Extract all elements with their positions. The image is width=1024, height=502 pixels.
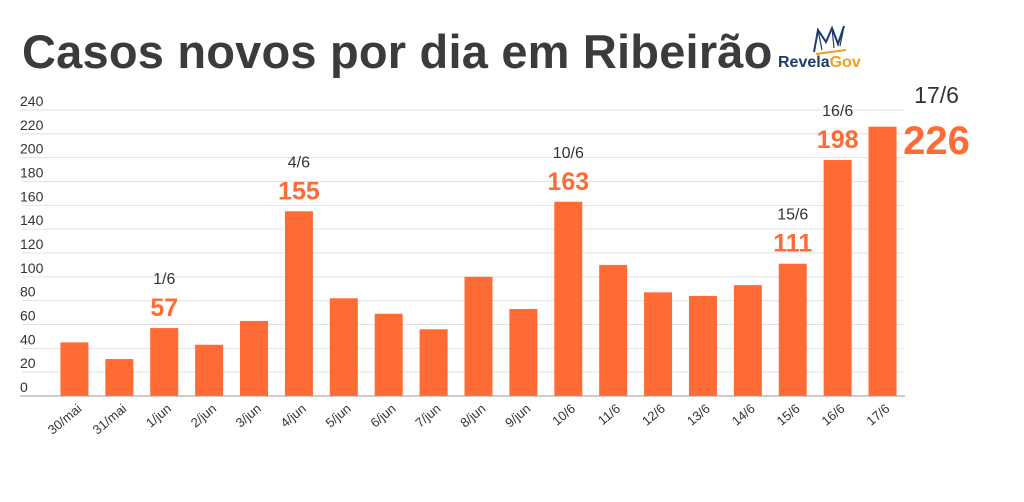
bar	[374, 313, 403, 396]
bar	[554, 201, 583, 396]
x-tick-label: 17/6	[863, 401, 892, 429]
bar	[778, 263, 807, 396]
x-tick-label: 8/jun	[457, 401, 488, 431]
x-tick-label: 16/6	[819, 401, 848, 429]
x-tick-label: 11/6	[595, 401, 623, 428]
bar	[150, 328, 179, 396]
x-tick-label: 5/jun	[322, 401, 353, 431]
x-tick-label: 1/jun	[143, 401, 174, 431]
x-tick-label: 14/6	[729, 401, 758, 429]
annotation-value: 111	[773, 230, 812, 258]
x-tick-label: 7/jun	[412, 401, 443, 431]
bar	[329, 298, 358, 396]
bar	[509, 309, 538, 396]
annotation-date: 15/6	[777, 207, 808, 224]
annotation-value: 163	[547, 168, 589, 196]
x-tick-label: 15/6	[774, 401, 803, 429]
y-tick-label: 240	[20, 93, 44, 109]
logo-icon	[813, 25, 847, 55]
y-tick-label: 40	[20, 331, 36, 347]
bar	[644, 292, 673, 396]
logo-text-part2: Gov	[829, 54, 861, 71]
annotation-value: 226	[903, 119, 970, 163]
logo-text-part1: Revela	[778, 54, 830, 71]
chart-title: Casos novos por dia em Ribeirão	[22, 25, 773, 78]
bar	[240, 320, 269, 396]
x-tick-label: 31/mai	[90, 401, 130, 438]
annotation-value: 198	[817, 126, 859, 154]
revelagov-logo: RevelaGov	[778, 24, 878, 76]
annotation-date: 17/6	[914, 82, 959, 108]
annotation-value: 57	[150, 294, 178, 322]
y-tick-label: 20	[20, 355, 36, 371]
x-tick-label: 4/jun	[278, 401, 309, 431]
bar	[688, 295, 717, 396]
y-tick-label: 160	[20, 188, 44, 204]
y-tick-label: 0	[20, 379, 28, 395]
annotation-date: 4/6	[288, 154, 310, 171]
bar	[419, 329, 448, 396]
x-tick-label: 13/6	[684, 401, 713, 429]
x-axis-ticks: 30/mai 31/mai 1/jun 2/jun 3/jun 4/jun 5/jun 6/j…	[45, 401, 893, 438]
y-tick-label: 140	[20, 212, 44, 228]
x-tick-label: 9/jun	[502, 401, 533, 431]
annotation-date: 10/6	[553, 145, 584, 162]
bar	[60, 342, 89, 396]
y-tick-label: 60	[20, 308, 36, 324]
y-tick-label: 100	[20, 260, 44, 276]
bar	[195, 344, 224, 396]
y-tick-label: 200	[20, 141, 44, 157]
bar	[733, 285, 762, 396]
x-tick-label: 3/jun	[233, 401, 264, 431]
logo-text: RevelaGov	[778, 54, 861, 72]
annotation-date: 1/6	[153, 271, 175, 288]
bar	[464, 276, 493, 396]
y-axis-ticks: 0 20 40 60 80 100 120 140 160 180 200 220 240	[20, 93, 44, 395]
y-tick-label: 220	[20, 117, 44, 133]
y-tick-label: 80	[20, 284, 36, 300]
y-tick-label: 120	[20, 236, 44, 252]
x-tick-label: 12/6	[639, 401, 668, 429]
annotation-date: 16/6	[822, 103, 853, 120]
x-tick-label: 2/jun	[188, 401, 219, 431]
bar	[105, 359, 134, 396]
x-tick-label: 6/jun	[367, 401, 398, 431]
x-tick-label: 30/mai	[45, 401, 85, 438]
annotations: 1/6 57 4/6 155 10/6 163 15/6 111 16/6 198 17/6 226	[150, 82, 970, 322]
y-tick-label: 180	[20, 165, 44, 181]
bar	[823, 160, 852, 396]
bar	[868, 126, 897, 396]
annotation-value: 155	[278, 177, 320, 205]
bar	[284, 211, 313, 396]
bar	[599, 264, 628, 396]
x-tick-label: 10/6	[549, 401, 578, 429]
bars	[60, 126, 897, 396]
